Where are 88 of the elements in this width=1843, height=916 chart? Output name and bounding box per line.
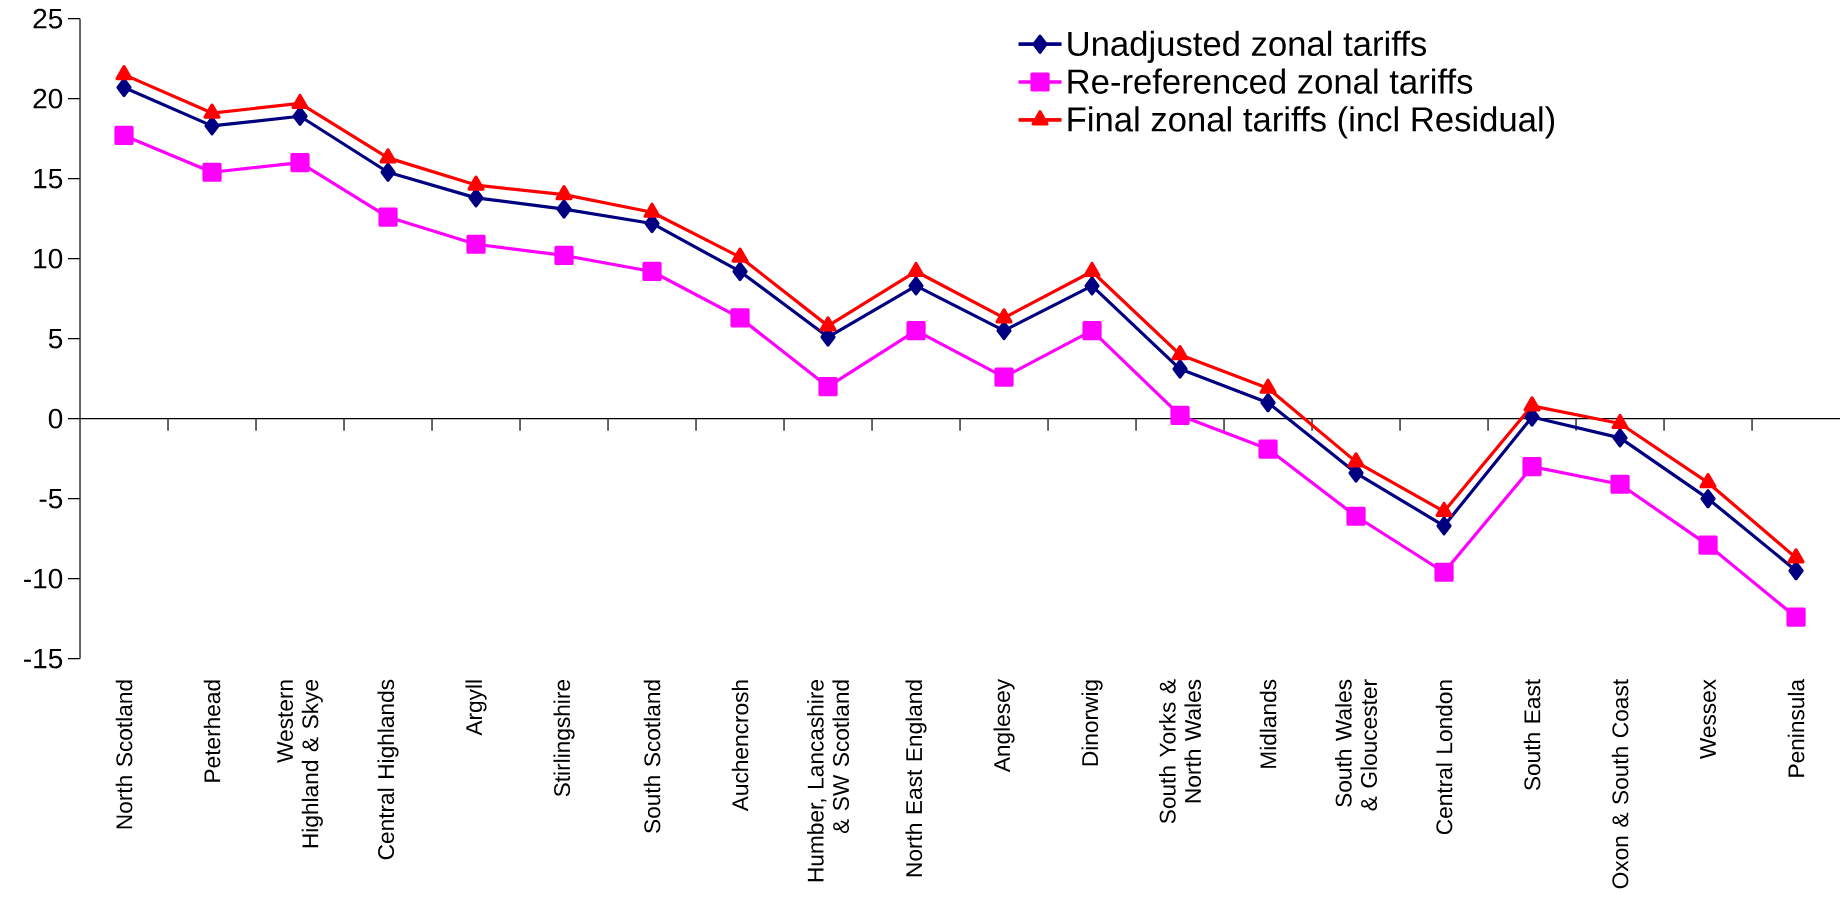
y-tick-label: 25 — [33, 8, 63, 29]
y-tick-label: 10 — [34, 248, 63, 269]
point — [731, 247, 749, 263]
point — [1171, 345, 1189, 361]
point — [1434, 562, 1454, 582]
point — [290, 153, 310, 173]
point — [907, 261, 925, 278]
y-tick-label: 15 — [34, 168, 63, 189]
point — [468, 188, 484, 208]
point — [819, 316, 837, 332]
x-tick-label: Midlands — [1259, 679, 1277, 768]
point — [642, 261, 662, 282]
legend-label: Unadjusted zonal tariffs — [1068, 30, 1426, 63]
point — [379, 148, 397, 164]
legend-label: Final zonal tariffs (incl Residual) — [1068, 106, 1555, 139]
point — [204, 116, 220, 136]
point — [1612, 428, 1628, 448]
point — [554, 245, 574, 266]
x-tick-label: Central London — [1435, 680, 1453, 835]
point — [466, 234, 486, 254]
x-tick-label: Western Highland & Skye — [277, 679, 323, 848]
point — [115, 65, 133, 81]
point — [1082, 321, 1102, 341]
point — [1698, 535, 1718, 555]
y-tick-label: 5 — [48, 328, 63, 349]
point — [730, 308, 750, 328]
x-tick-label: North Scotland — [115, 680, 133, 829]
point — [1787, 548, 1805, 564]
x-tick-label: Stirlingshire — [553, 679, 575, 797]
point — [995, 308, 1013, 324]
x-tick-label: Humber, Lancashire & SW Scotland — [807, 679, 850, 882]
point — [1610, 474, 1630, 494]
y-tick-label: 0 — [48, 408, 63, 429]
point — [1170, 405, 1190, 426]
point — [996, 321, 1012, 341]
x-tick-label: Peterhead — [203, 680, 221, 782]
point — [1083, 261, 1101, 278]
point — [1172, 359, 1188, 379]
point — [556, 199, 572, 219]
y-tick-label: -10 — [24, 568, 63, 589]
point — [292, 106, 308, 126]
point — [1611, 413, 1629, 430]
point — [818, 377, 838, 397]
point — [908, 276, 924, 296]
point — [203, 103, 221, 119]
y-tick-label: 20 — [33, 88, 63, 109]
x-tick-label: South East — [1523, 679, 1541, 791]
point — [643, 202, 661, 218]
point — [1346, 506, 1366, 526]
point — [1788, 561, 1804, 581]
point — [114, 125, 134, 146]
point — [378, 207, 398, 227]
point — [1435, 501, 1453, 518]
x-tick-label: Wessex — [1700, 679, 1716, 760]
x-tick-label: North East England — [905, 680, 927, 877]
x-tick-label: Auchencrosh — [731, 680, 749, 812]
point — [1522, 457, 1542, 477]
point — [1436, 516, 1452, 536]
point — [380, 162, 396, 182]
x-tick-label: Central Highlands — [377, 679, 399, 860]
point — [202, 162, 222, 182]
x-tick-label: Argyll — [465, 680, 487, 736]
point — [1523, 396, 1541, 412]
legend-label: Re-referenced zonal tariffs — [1068, 68, 1473, 94]
point — [291, 93, 309, 110]
x-tick-label: South Scotland — [643, 680, 661, 833]
x-tick-label: Anglesey — [993, 679, 1015, 773]
point — [1259, 378, 1277, 394]
y-tick-label: -5 — [39, 488, 63, 509]
x-tick-label: Oxon & South Coast — [1611, 679, 1629, 889]
point — [906, 321, 926, 341]
x-tick-label: South Wales & Gloucester — [1335, 679, 1378, 811]
point — [1260, 393, 1276, 413]
x-tick-label: Dinorwig — [1081, 680, 1103, 766]
x-tick-label: South Yorks & North Wales — [1159, 679, 1202, 824]
point — [1258, 439, 1278, 459]
point — [1786, 607, 1806, 627]
point — [467, 175, 485, 191]
point — [1700, 489, 1716, 509]
point — [1347, 452, 1365, 468]
point — [732, 261, 748, 282]
point — [994, 367, 1014, 387]
point — [1084, 276, 1100, 296]
point — [555, 185, 573, 201]
point — [1699, 473, 1717, 489]
x-tick-label: Peninsula — [1787, 678, 1805, 777]
y-tick-label: -15 — [24, 648, 63, 669]
point — [116, 77, 132, 98]
